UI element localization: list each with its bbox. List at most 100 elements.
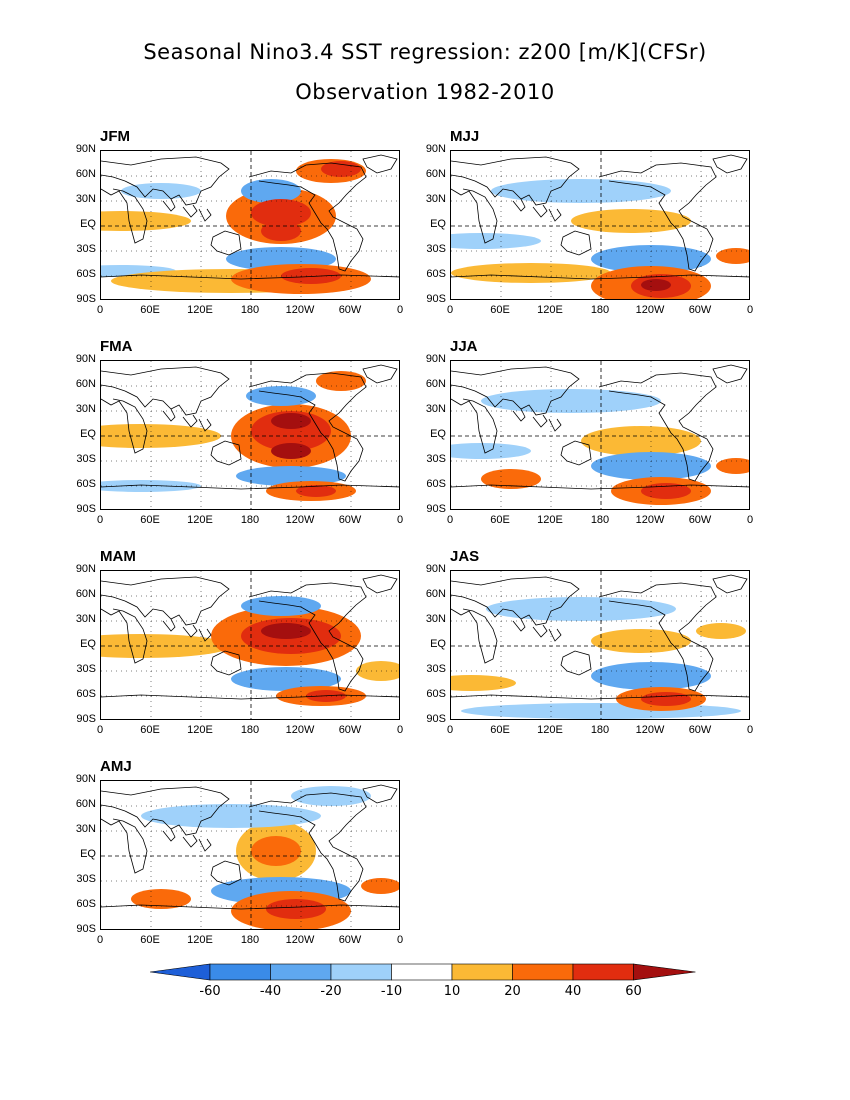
coastline xyxy=(182,414,198,428)
contour-shading xyxy=(451,675,516,691)
coastline xyxy=(451,366,580,416)
contour-shading xyxy=(716,458,749,474)
lon-tick-label: 60W xyxy=(338,304,362,316)
lat-tick-label: 60S xyxy=(426,688,446,700)
lat-tick-label: 30S xyxy=(426,663,446,675)
colorbar-segment xyxy=(330,963,392,981)
lat-tick-label: 60N xyxy=(425,588,446,600)
lon-tick-label: 120E xyxy=(537,514,563,526)
coastline xyxy=(210,650,242,676)
lon-tick-label: 0 xyxy=(446,514,454,526)
contour-shading xyxy=(451,443,531,459)
colorbar-level-label: -60 xyxy=(199,984,221,999)
lat-tick-label: 60N xyxy=(425,168,446,180)
contour-shading xyxy=(266,899,326,919)
lon-tick-label: 60W xyxy=(688,724,712,736)
colorbar-extend-high xyxy=(633,963,696,981)
coastline xyxy=(101,156,230,206)
lon-tick-label: 0 xyxy=(396,514,404,526)
coastline xyxy=(451,484,749,490)
contour-shading xyxy=(641,692,691,706)
lat-tick-label: 60S xyxy=(76,898,96,910)
lat-tick-label: 60S xyxy=(76,688,96,700)
contour-shading xyxy=(246,386,316,406)
lat-tick-label: 90N xyxy=(75,353,96,365)
coastline xyxy=(548,418,562,432)
regression-map-mjj xyxy=(450,150,750,300)
lat-tick-label: 30S xyxy=(76,663,96,675)
lon-tick-label: 180 xyxy=(240,724,260,736)
lat-tick-label: 30S xyxy=(76,453,96,465)
lat-tick-label: 60S xyxy=(76,268,96,280)
coastline xyxy=(101,398,148,454)
colorbar-extend-low xyxy=(150,963,211,981)
lat-tick-label: 90N xyxy=(425,563,446,575)
colorbar-level-label: -10 xyxy=(380,984,403,999)
coastline xyxy=(101,576,230,626)
coastline xyxy=(548,628,562,642)
lon-tick-label: 0 xyxy=(746,304,754,316)
lat-tick-label: 30N xyxy=(75,193,96,205)
coastline xyxy=(101,366,230,416)
contour-shading xyxy=(486,597,676,621)
lon-tick-label: 60E xyxy=(140,304,160,316)
contour-shading xyxy=(236,466,346,486)
coastline xyxy=(101,274,399,280)
lon-tick-label: 180 xyxy=(590,514,610,526)
lat-tick-label: 60N xyxy=(75,378,96,390)
lon-tick-label: 60E xyxy=(490,724,510,736)
lon-tick-label: 60E xyxy=(140,514,160,526)
panel-title-amj: AMJ xyxy=(100,758,132,775)
lat-tick-label: 90S xyxy=(76,713,96,725)
figure-title: Seasonal Nino3.4 SST regression: z200 [m… xyxy=(143,40,707,64)
lat-tick-label: 30N xyxy=(75,613,96,625)
lon-tick-label: 60W xyxy=(338,514,362,526)
contour-shading xyxy=(641,279,671,291)
lon-tick-label: 60W xyxy=(338,724,362,736)
lon-tick-label: 120E xyxy=(537,724,563,736)
regression-map-mam xyxy=(100,570,400,720)
lon-tick-label: 0 xyxy=(396,934,404,946)
lat-tick-label: 30S xyxy=(76,873,96,885)
colorbar-level-label: 60 xyxy=(625,984,642,999)
regression-map-jja xyxy=(450,360,750,510)
lat-tick-label: 30N xyxy=(425,613,446,625)
panel-title-mam: MAM xyxy=(100,548,136,565)
lon-tick-label: 0 xyxy=(96,934,104,946)
contour-shading xyxy=(696,623,746,639)
coastline xyxy=(362,574,398,594)
lon-tick-label: 0 xyxy=(746,724,754,736)
coastline xyxy=(210,230,242,256)
lon-tick-label: 0 xyxy=(746,514,754,526)
lon-tick-label: 120W xyxy=(635,514,665,526)
coastline xyxy=(101,786,230,836)
coastline xyxy=(598,372,717,482)
lon-tick-label: 0 xyxy=(446,724,454,736)
regression-map-jfm xyxy=(100,150,400,300)
contour-shading xyxy=(261,221,301,241)
coastline xyxy=(162,828,176,842)
coastline xyxy=(362,364,398,384)
colorbar xyxy=(150,963,696,981)
lat-tick-label: 60N xyxy=(75,588,96,600)
contour-shading xyxy=(451,233,541,249)
lon-tick-label: 120E xyxy=(187,934,213,946)
coastline xyxy=(101,608,148,664)
panel-title-jja: JJA xyxy=(450,338,478,355)
contour-shading xyxy=(716,248,749,264)
lon-tick-label: 120W xyxy=(285,934,315,946)
lon-tick-label: 60W xyxy=(688,304,712,316)
lat-tick-label: 60S xyxy=(426,478,446,490)
lat-tick-label: 60S xyxy=(76,478,96,490)
lon-tick-label: 120E xyxy=(187,304,213,316)
coastline xyxy=(182,624,198,638)
coastline xyxy=(362,154,398,174)
contour-shading xyxy=(591,629,691,653)
lon-tick-label: 0 xyxy=(96,724,104,736)
coastline xyxy=(101,694,399,700)
contour-shading xyxy=(241,596,321,616)
lat-tick-label: 60N xyxy=(75,168,96,180)
coastline xyxy=(198,208,212,222)
coastline xyxy=(198,628,212,642)
lat-tick-label: 30N xyxy=(425,193,446,205)
